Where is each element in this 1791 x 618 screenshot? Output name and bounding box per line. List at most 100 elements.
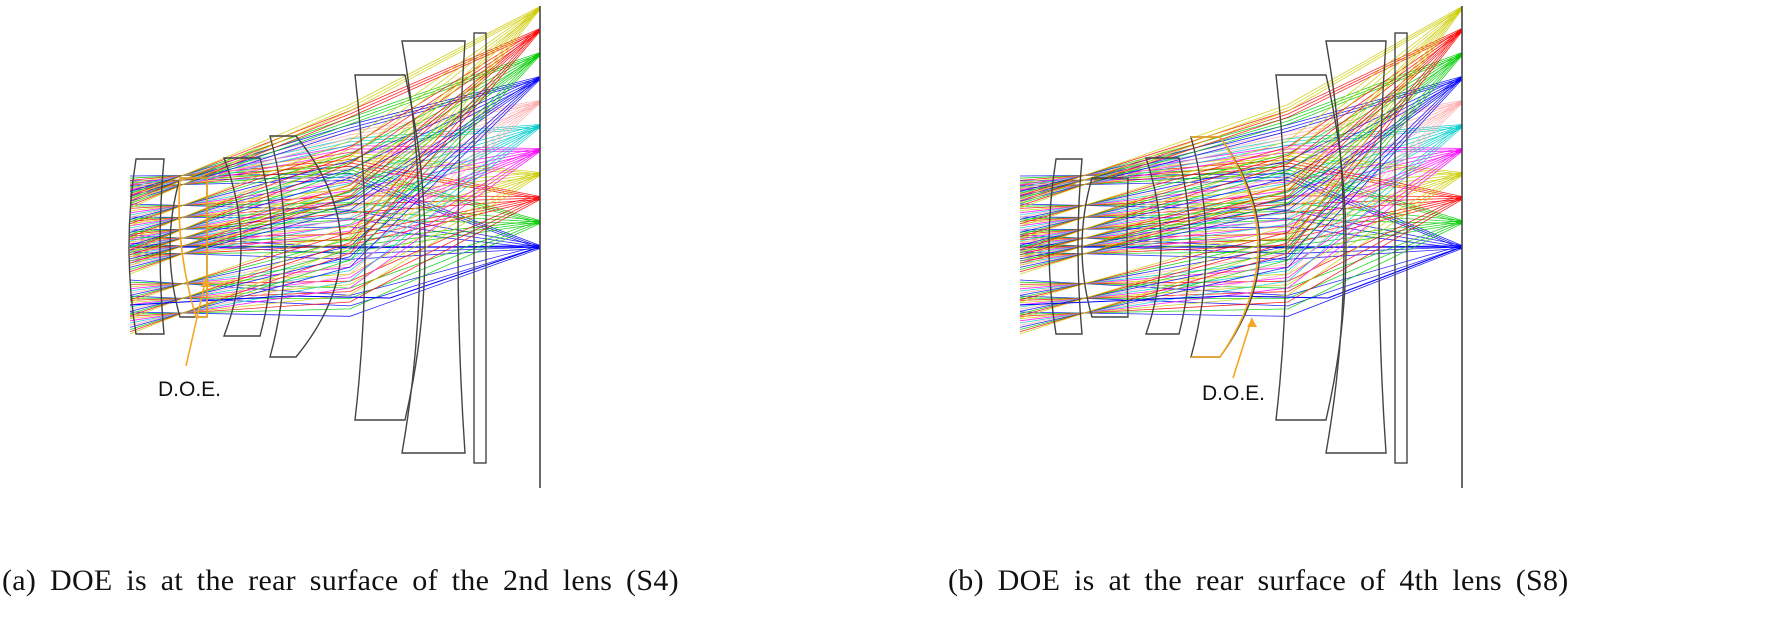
ray [1019,76,1463,251]
ray [129,6,541,227]
ray [129,55,541,204]
ray [129,196,541,240]
ray [129,125,541,308]
ray [1019,151,1463,262]
ray [1019,173,1463,303]
ray [1019,248,1463,317]
ray [129,52,541,298]
ray [1019,199,1463,257]
ray [1019,29,1463,238]
ray [129,103,541,326]
lens-element-1 [1048,158,1083,335]
lens-diagram-a: D.O.E. [128,6,541,488]
ray [1019,6,1463,303]
ray [129,101,541,231]
ray [129,101,541,258]
ray [129,31,541,207]
ray [129,53,541,262]
ray [129,31,541,333]
ray [129,79,541,268]
ray [1019,55,1463,270]
ray [129,179,541,249]
lens-diagram-b: D.O.E. [1019,6,1463,488]
ray [129,246,541,307]
ray [129,52,541,253]
ray [129,79,541,328]
ray [1019,7,1463,204]
ray [129,127,541,264]
ray [1019,31,1463,251]
lens-element-2 [1081,177,1129,318]
ray [129,248,541,317]
panel-b: D.O.E. (b) DOE is at the rear surface of… [896,0,1791,618]
ray [1019,77,1463,260]
ray [1019,221,1463,299]
ray [129,223,541,315]
ray [129,29,541,238]
ray [129,6,541,303]
ray [1019,179,1463,249]
ray [129,199,541,317]
ray-marginal [129,246,541,306]
doe-leader-line [185,277,207,367]
ray [129,55,541,330]
ray [1019,9,1463,335]
ray [129,173,541,303]
caption-b: (b) DOE is at the rear surface of 4th le… [948,564,1569,597]
ray [1019,9,1463,253]
ray [129,28,541,301]
ray [129,125,541,255]
ray [129,28,541,225]
ray [1019,101,1463,310]
panel-a: D.O.E. (a) DOE is at the rear surface of… [0,0,895,618]
filter-plate [473,32,487,464]
ray [129,100,541,190]
ray [1019,172,1463,242]
ray [1019,76,1463,192]
ray [129,125,541,229]
ray [129,151,541,262]
ray [1019,101,1463,258]
ray [1019,148,1463,245]
doe-label: D.O.E. [158,378,221,401]
lens-element-6 [1325,40,1387,454]
ray [129,172,541,242]
lens-element-6 [401,40,466,454]
ray [129,221,541,299]
ray [129,151,541,322]
lens-element-4 [269,135,342,358]
ray [129,175,541,259]
ray [129,9,541,209]
ray [1019,77,1463,312]
ray [129,101,541,310]
ray [1019,9,1463,275]
ray [129,29,541,264]
ray [1019,53,1463,314]
ray [1019,196,1463,240]
ray [1019,6,1463,258]
ray [1019,79,1463,268]
ray [1019,52,1463,298]
ray [1019,31,1463,273]
ray [1019,125,1463,229]
ray [1019,29,1463,317]
ray [1019,77,1463,197]
doe-leader-line [1232,317,1253,379]
ray [1019,197,1463,301]
lens-element-5 [354,74,426,421]
ray [1019,28,1463,256]
ray [1019,223,1463,255]
ray [1019,7,1463,240]
ray [1019,175,1463,319]
ray [1019,55,1463,330]
ray [1019,77,1463,233]
ray [129,29,541,202]
ray [129,101,541,195]
ray [129,127,541,324]
ray [129,149,541,306]
doe-arrowhead [1247,318,1257,327]
ray [1019,127,1463,264]
ray [129,199,541,257]
ray [129,55,541,248]
ray [129,55,541,270]
